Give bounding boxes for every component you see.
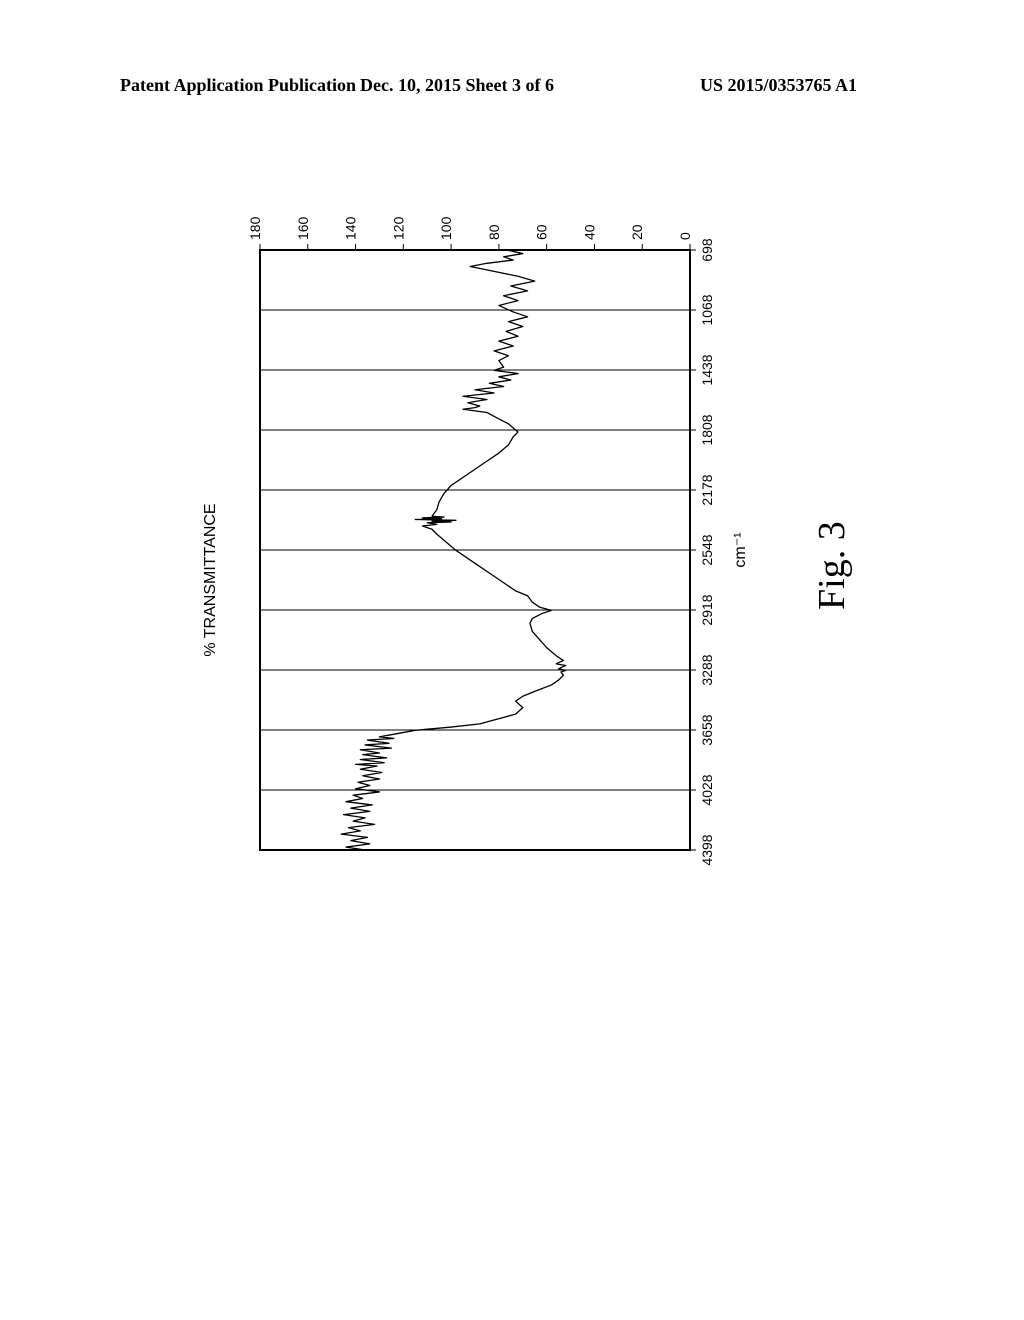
svg-text:80: 80 xyxy=(486,224,502,240)
svg-text:698: 698 xyxy=(699,238,715,262)
svg-text:4028: 4028 xyxy=(699,774,715,805)
svg-text:0: 0 xyxy=(677,232,693,240)
svg-text:1068: 1068 xyxy=(699,294,715,325)
svg-text:cm⁻¹: cm⁻¹ xyxy=(732,532,749,567)
svg-text:40: 40 xyxy=(581,224,597,240)
chart-svg: 0204060801001201401601804398402836583288… xyxy=(180,230,820,930)
svg-text:60: 60 xyxy=(534,224,550,240)
svg-text:3658: 3658 xyxy=(699,714,715,745)
svg-text:1438: 1438 xyxy=(699,354,715,385)
figure-label: Fig. 3 xyxy=(810,521,854,610)
svg-text:120: 120 xyxy=(390,216,406,240)
header-left: Patent Application Publication xyxy=(120,75,356,96)
svg-text:160: 160 xyxy=(295,216,311,240)
svg-text:% TRANSMITTANCE: % TRANSMITTANCE xyxy=(202,503,219,656)
ir-spectrum-chart: 0204060801001201401601804398402836583288… xyxy=(180,230,820,930)
svg-text:2918: 2918 xyxy=(699,594,715,625)
svg-text:180: 180 xyxy=(247,216,263,240)
svg-text:4398: 4398 xyxy=(699,834,715,865)
svg-text:1808: 1808 xyxy=(699,414,715,445)
svg-text:3288: 3288 xyxy=(699,654,715,685)
svg-text:20: 20 xyxy=(629,224,645,240)
svg-text:140: 140 xyxy=(343,216,359,240)
header-middle: Dec. 10, 2015 Sheet 3 of 6 xyxy=(360,75,554,96)
header-right: US 2015/0353765 A1 xyxy=(700,75,857,96)
svg-text:2548: 2548 xyxy=(699,534,715,565)
svg-text:100: 100 xyxy=(438,216,454,240)
svg-text:2178: 2178 xyxy=(699,474,715,505)
